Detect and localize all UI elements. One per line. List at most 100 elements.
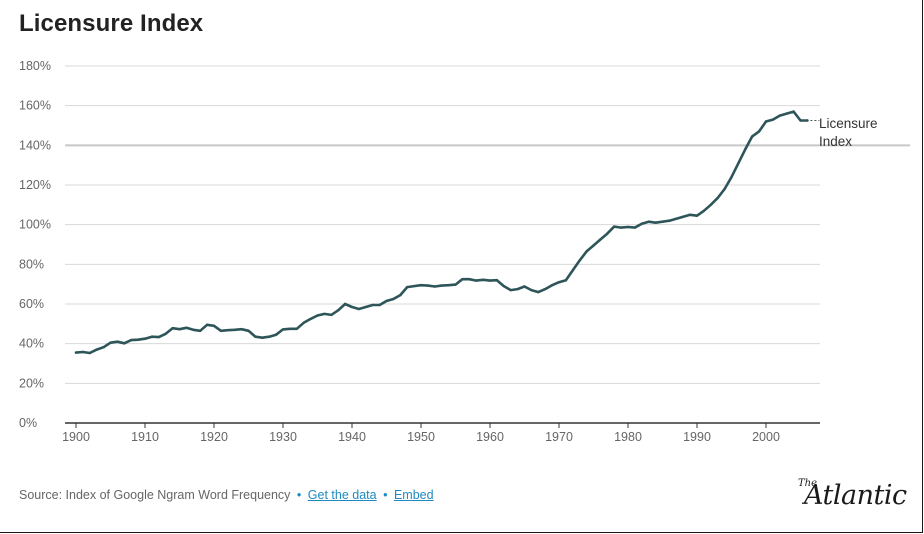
y-tick-label: 20%: [19, 376, 44, 390]
x-tick-label: 1990: [683, 430, 711, 444]
data-point: [357, 307, 361, 311]
data-point: [295, 327, 298, 330]
y-tick-label: 0%: [19, 416, 37, 430]
data-point: [95, 348, 98, 351]
data-point: [226, 329, 229, 332]
data-point: [744, 148, 747, 151]
data-point: [412, 284, 416, 288]
data-point: [723, 187, 726, 191]
x-tick-label: 1960: [476, 430, 504, 444]
data-point: [102, 346, 105, 349]
data-point: [764, 120, 768, 123]
data-point: [164, 332, 167, 335]
logo-name: Atlantic: [804, 480, 907, 511]
data-point: [337, 309, 340, 312]
y-tick-label: 180%: [19, 59, 51, 73]
data-point: [571, 269, 574, 272]
data-point: [502, 284, 505, 288]
data-point: [150, 335, 154, 338]
data-point: [633, 226, 637, 229]
data-point: [530, 288, 533, 292]
data-point: [468, 278, 471, 281]
data-point: [330, 313, 333, 317]
data-point: [495, 279, 499, 282]
x-tick-label: 1910: [131, 430, 159, 444]
y-tick-label: 140%: [19, 138, 51, 152]
data-point: [433, 285, 436, 288]
data-point: [557, 281, 561, 284]
x-tick-label: 2000: [752, 430, 780, 444]
data-point: [233, 328, 236, 331]
data-point: [730, 175, 733, 179]
footer-bullet: •: [383, 488, 388, 502]
series-line: [74, 110, 809, 355]
y-tick-label: 120%: [19, 178, 51, 192]
x-tick-label: 1970: [545, 430, 573, 444]
data-point: [585, 250, 588, 253]
data-point: [785, 112, 788, 115]
data-point: [130, 338, 133, 342]
data-point: [406, 285, 409, 289]
data-point: [323, 312, 326, 316]
y-tick-label: 40%: [19, 337, 44, 351]
data-point: [592, 244, 595, 247]
data-point: [378, 303, 381, 307]
data-point: [509, 288, 512, 292]
data-point: [647, 220, 650, 223]
data-point: [771, 118, 775, 121]
series-group: Licensure Index: [74, 110, 878, 355]
data-point: [88, 351, 92, 355]
data-point: [564, 279, 568, 282]
data-point: [116, 340, 119, 343]
data-point: [185, 326, 188, 329]
data-point: [109, 341, 112, 344]
data-point: [274, 333, 278, 336]
x-tick-label: 1980: [614, 430, 642, 444]
data-point: [475, 279, 478, 282]
y-tick-label: 160%: [19, 99, 51, 113]
data-point: [440, 284, 443, 287]
data-point: [751, 135, 754, 138]
data-point: [792, 110, 795, 113]
x-tick-label: 1930: [269, 430, 297, 444]
grid-lines: [65, 65, 910, 424]
data-point: [606, 232, 609, 235]
data-point: [302, 321, 305, 324]
data-point: [613, 225, 616, 228]
y-axis-ticks: 0% 20% 40% 60% 80% 100% 120% 140% 160% 180%: [19, 59, 51, 430]
data-point: [364, 305, 367, 309]
data-point: [516, 287, 519, 291]
data-point: [261, 336, 264, 339]
data-point: [654, 221, 657, 224]
embed-link[interactable]: Embed: [393, 488, 434, 502]
x-axis-ticks: 1900 1910 1920 1930 1940 1950 1960 1970 1980 1990…: [62, 423, 780, 444]
data-point: [544, 287, 547, 291]
data-point: [136, 338, 140, 341]
data-point: [247, 329, 250, 332]
data-point: [668, 219, 671, 222]
data-point: [661, 220, 664, 223]
data-point: [716, 196, 719, 200]
data-point: [426, 284, 430, 287]
get-data-link[interactable]: Get the data: [307, 488, 377, 502]
data-point: [219, 329, 223, 332]
data-point: [399, 293, 402, 297]
x-tick-label: 1940: [338, 430, 366, 444]
data-point: [212, 324, 216, 327]
y-tick-label: 60%: [19, 297, 44, 311]
data-point: [626, 225, 630, 229]
data-point: [523, 285, 526, 288]
data-point: [392, 297, 395, 301]
data-point: [778, 114, 781, 117]
chart-title: Licensure Index: [19, 10, 204, 37]
footer-bullet: •: [296, 488, 302, 502]
data-point: [675, 217, 678, 220]
data-point: [74, 351, 78, 354]
data-point: [578, 259, 581, 262]
data-point: [537, 290, 540, 294]
data-point: [343, 302, 347, 306]
data-point: [454, 283, 457, 286]
data-point: [281, 328, 285, 331]
